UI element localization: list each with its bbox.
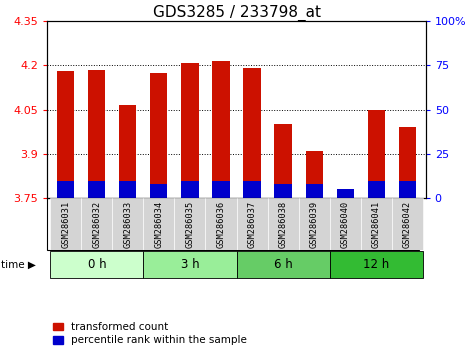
Bar	[274, 184, 291, 198]
Bar	[150, 184, 167, 198]
FancyBboxPatch shape	[268, 198, 298, 250]
Text: 3 h: 3 h	[181, 258, 199, 271]
Bar	[88, 70, 105, 198]
Bar	[182, 181, 199, 198]
FancyBboxPatch shape	[143, 251, 236, 278]
Text: GSM286031: GSM286031	[61, 200, 70, 247]
FancyBboxPatch shape	[330, 251, 422, 278]
FancyBboxPatch shape	[175, 198, 205, 250]
FancyBboxPatch shape	[51, 251, 143, 278]
Text: GSM286040: GSM286040	[341, 200, 350, 247]
FancyBboxPatch shape	[81, 198, 113, 250]
Title: GDS3285 / 233798_at: GDS3285 / 233798_at	[152, 5, 321, 21]
Legend: transformed count, percentile rank within the sample: transformed count, percentile rank withi…	[53, 322, 247, 345]
Bar	[244, 68, 261, 198]
Bar	[57, 181, 74, 198]
Bar	[212, 61, 229, 198]
Text: GSM286041: GSM286041	[372, 200, 381, 247]
Bar	[399, 127, 416, 198]
Bar	[212, 181, 229, 198]
Text: GSM286039: GSM286039	[309, 200, 318, 247]
Bar	[119, 105, 137, 198]
Bar	[88, 181, 105, 198]
Bar	[368, 181, 385, 198]
FancyBboxPatch shape	[113, 198, 143, 250]
Bar	[57, 72, 74, 198]
Text: GSM286034: GSM286034	[155, 200, 164, 247]
Bar	[182, 63, 199, 198]
Bar	[274, 125, 291, 198]
Bar	[306, 151, 323, 198]
Bar	[150, 73, 167, 198]
FancyBboxPatch shape	[143, 198, 175, 250]
Text: GSM286035: GSM286035	[185, 200, 194, 247]
FancyBboxPatch shape	[360, 198, 392, 250]
Text: time ▶: time ▶	[1, 259, 36, 270]
FancyBboxPatch shape	[392, 198, 422, 250]
Text: GSM286037: GSM286037	[247, 200, 256, 247]
FancyBboxPatch shape	[51, 198, 81, 250]
FancyBboxPatch shape	[330, 198, 360, 250]
Bar	[306, 184, 323, 198]
Text: GSM286036: GSM286036	[217, 200, 226, 247]
Text: GSM286032: GSM286032	[92, 200, 101, 247]
FancyBboxPatch shape	[236, 251, 330, 278]
Text: GSM286042: GSM286042	[403, 200, 412, 247]
FancyBboxPatch shape	[298, 198, 330, 250]
Bar	[368, 110, 385, 198]
Bar	[399, 181, 416, 198]
Bar	[336, 197, 354, 198]
Text: GSM286038: GSM286038	[279, 200, 288, 247]
Text: 0 h: 0 h	[88, 258, 106, 271]
FancyBboxPatch shape	[236, 198, 268, 250]
FancyBboxPatch shape	[205, 198, 236, 250]
Bar	[119, 181, 137, 198]
Bar	[244, 181, 261, 198]
Text: GSM286033: GSM286033	[123, 200, 132, 247]
Bar	[336, 189, 354, 198]
Text: 6 h: 6 h	[274, 258, 292, 271]
Text: 12 h: 12 h	[363, 258, 389, 271]
